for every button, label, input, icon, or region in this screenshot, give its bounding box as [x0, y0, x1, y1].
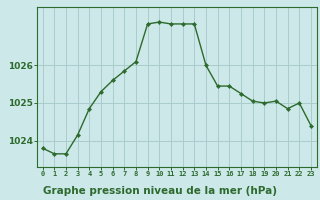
Text: Graphe pression niveau de la mer (hPa): Graphe pression niveau de la mer (hPa) — [43, 186, 277, 196]
